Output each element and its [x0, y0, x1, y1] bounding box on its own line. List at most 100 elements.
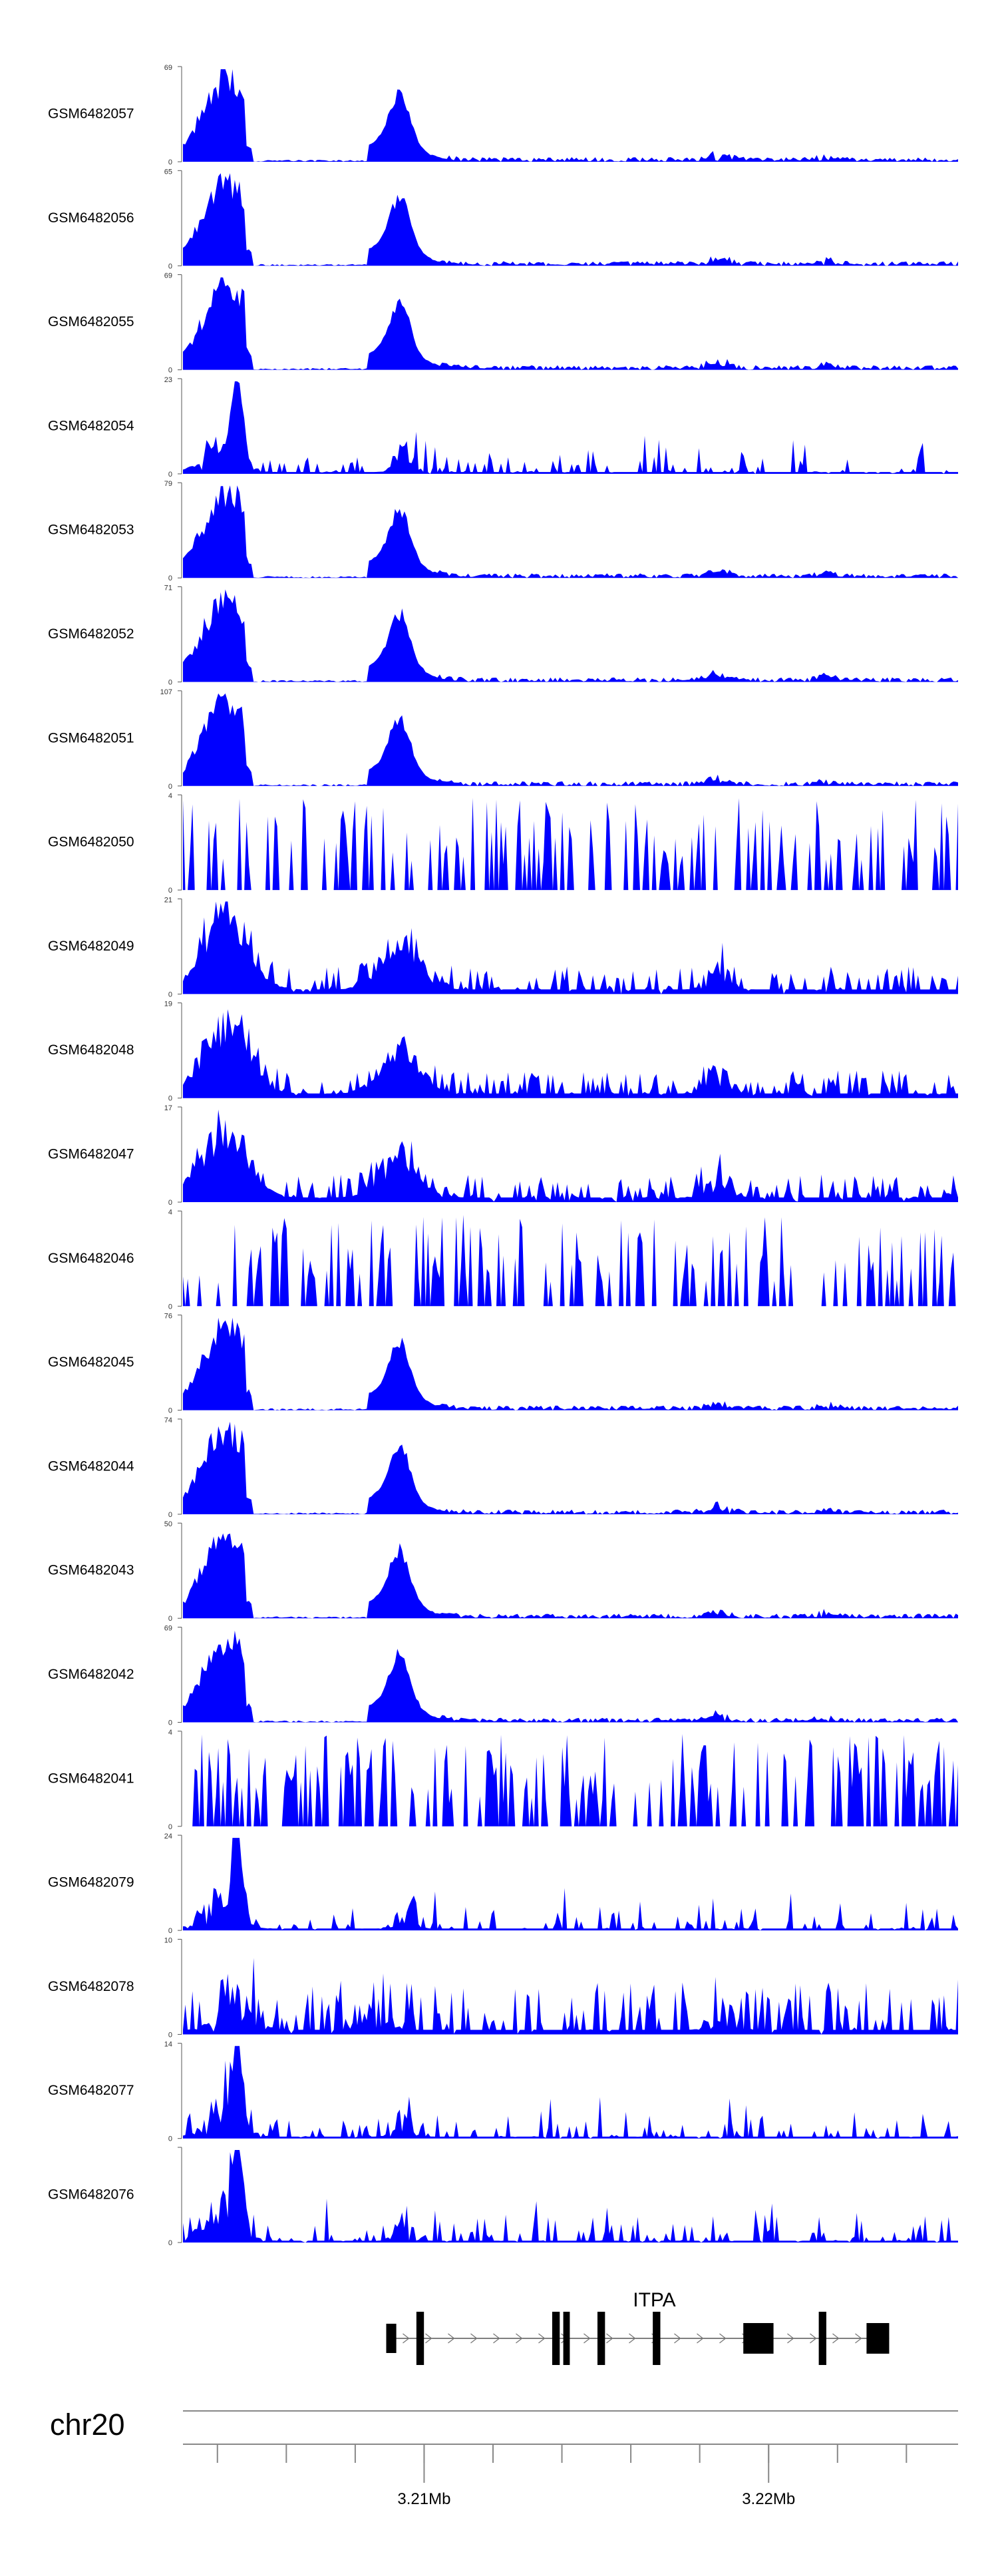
y-min-label: 0 [168, 1095, 172, 1103]
gene-exon [552, 2312, 560, 2365]
track-label: GSM6482051 [48, 730, 134, 746]
coverage-area [183, 173, 958, 266]
track-label: GSM6482054 [48, 418, 134, 433]
coverage-area [183, 693, 958, 786]
y-min-label: 0 [168, 990, 172, 998]
gene-exon [416, 2312, 424, 2365]
strand-arrow [425, 2333, 432, 2344]
y-min-label: 0 [168, 2031, 172, 2039]
coverage-area [183, 797, 958, 891]
track-GSM6482051: GSM6482051 107 0 [48, 688, 958, 791]
strand-arrow [629, 2333, 636, 2344]
track-GSM6482044: GSM6482044 74 0 [48, 1416, 958, 1519]
track-GSM6482041: GSM6482041 4 0 [48, 1729, 958, 1831]
track-GSM6482047: GSM6482047 17 0 [48, 1104, 958, 1207]
coverage-area [183, 1533, 958, 1619]
strand-arrow [516, 2333, 523, 2344]
coverage-area [183, 1317, 958, 1410]
track-GSM6482076: GSM6482076 0 [48, 2147, 958, 2247]
strand-arrow [832, 2333, 840, 2344]
y-max-label: 79 [164, 480, 172, 488]
coverage-area [183, 2150, 958, 2243]
track-label: GSM6482045 [48, 1355, 134, 1370]
y-max-label: 69 [164, 272, 172, 280]
y-max-label: 24 [164, 1832, 172, 1840]
track-label: GSM6482041 [48, 1771, 134, 1786]
y-min-label: 0 [168, 367, 172, 375]
y-min-label: 0 [168, 262, 172, 270]
coverage-area [183, 1958, 958, 2035]
track-label: GSM6482077 [48, 2083, 134, 2098]
y-min-label: 0 [168, 1927, 172, 1935]
coverage-area [183, 901, 958, 994]
track-GSM6482078: GSM6482078 10 0 [48, 1936, 958, 2039]
track-GSM6482054: GSM6482054 23 0 [48, 376, 958, 479]
gene-exon [386, 2324, 397, 2353]
track-label: GSM6482048 [48, 1042, 134, 1058]
y-min-label: 0 [168, 1199, 172, 1207]
coverage-area [183, 485, 958, 578]
coverage-area [183, 277, 958, 370]
track-label: GSM6482076 [48, 2187, 134, 2203]
chromosome-label: chr20 [50, 2408, 125, 2442]
genomic-axis: chr20 3.21Mb 3.22Mb [50, 2408, 958, 2508]
track-label: GSM6482047 [48, 1147, 134, 1162]
y-min-label: 0 [168, 1823, 172, 1831]
y-max-label: 69 [164, 1625, 172, 1633]
coverage-area [183, 381, 958, 474]
y-max-label: 21 [164, 896, 172, 904]
track-label: GSM6482053 [48, 523, 134, 538]
track-GSM6482043: GSM6482043 50 0 [48, 1520, 958, 1623]
track-GSM6482045: GSM6482045 76 0 [48, 1313, 958, 1415]
track-GSM6482046: GSM6482046 4 0 [48, 1208, 958, 1311]
y-min-label: 0 [168, 1615, 172, 1623]
coverage-area [183, 1009, 958, 1098]
track-GSM6482052: GSM6482052 71 0 [48, 584, 958, 687]
y-max-label: 76 [164, 1313, 172, 1321]
coverage-area [183, 1215, 958, 1307]
track-GSM6482048: GSM6482048 19 0 [48, 1000, 958, 1103]
y-min-label: 0 [168, 1407, 172, 1415]
coverage-tracks: GSM6482057690GSM6482056650GSM6482055690G… [48, 64, 958, 2247]
track-label: GSM6482046 [48, 1251, 134, 1266]
strand-arrow [493, 2333, 500, 2344]
y-min-label: 0 [168, 471, 172, 479]
y-max-label: 23 [164, 376, 172, 384]
track-label: GSM6482050 [48, 835, 134, 850]
y-min-label: 0 [168, 887, 172, 895]
track-GSM6482053: GSM6482053 79 0 [48, 480, 958, 582]
axis-tick-label: 3.21Mb [397, 2490, 450, 2508]
track-label: GSM6482056 [48, 210, 134, 226]
y-max-label: 69 [164, 64, 172, 72]
strand-arrow [719, 2333, 727, 2344]
y-min-label: 0 [168, 679, 172, 687]
y-max-label: 4 [168, 1208, 172, 1216]
track-GSM6482077: GSM6482077 14 0 [48, 2041, 958, 2143]
y-max-label: 50 [164, 1520, 172, 1528]
track-GSM6482057: GSM6482057 69 0 [48, 64, 958, 166]
gene-exon [653, 2312, 661, 2365]
y-max-label: 71 [164, 584, 172, 592]
strand-arrow [538, 2333, 546, 2344]
coverage-area [183, 1734, 958, 1826]
strand-arrow [674, 2333, 681, 2344]
coverage-area [183, 1421, 958, 1514]
y-min-label: 0 [168, 2135, 172, 2143]
gene-exon [818, 2312, 826, 2365]
y-min-label: 0 [168, 1511, 172, 1519]
track-label: GSM6482057 [48, 107, 134, 122]
track-GSM6482050: GSM6482050 4 0 [48, 792, 958, 895]
y-max-label: 19 [164, 1000, 172, 1008]
y-min-label: 0 [168, 158, 172, 166]
track-GSM6482049: GSM6482049 21 0 [48, 896, 958, 998]
track-label: GSM6482078 [48, 1979, 134, 1994]
track-label: GSM6482042 [48, 1667, 134, 1682]
track-GSM6482042: GSM6482042 69 0 [48, 1625, 958, 1727]
gene-exon [743, 2323, 774, 2354]
y-min-label: 0 [168, 574, 172, 582]
gene-exon [597, 2312, 605, 2365]
strand-arrow [448, 2333, 455, 2344]
strand-arrow [810, 2333, 817, 2344]
gene-name: ITPA [633, 2289, 675, 2311]
